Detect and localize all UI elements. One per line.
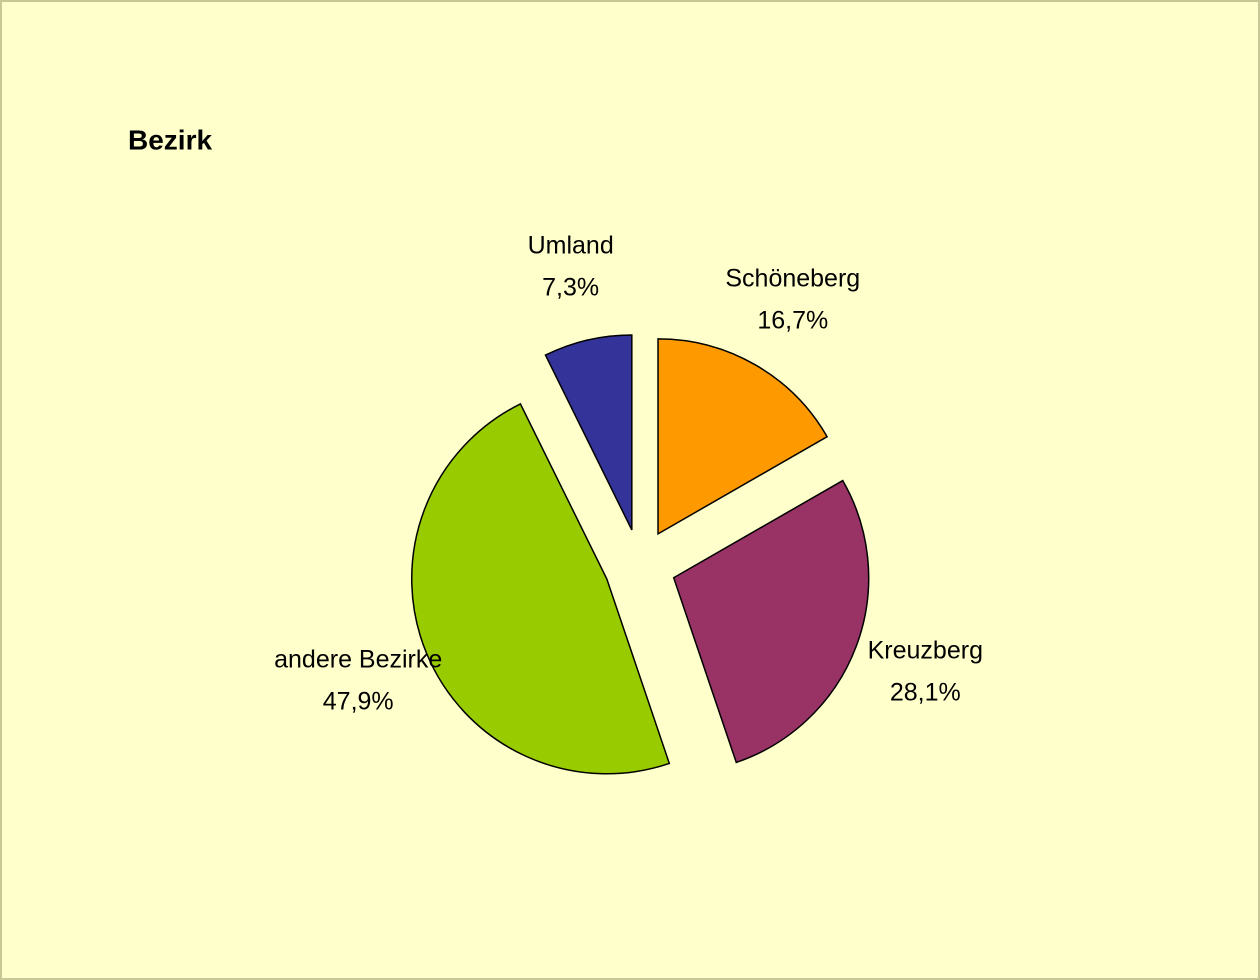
slice-name: Kreuzberg [868, 636, 983, 664]
pie-slice [657, 338, 829, 536]
slice-name: Umland [528, 232, 614, 260]
slice-value-label: 47,9% [323, 687, 394, 715]
chart-title: Bezirk [128, 124, 212, 155]
slice-value-label: 28,1% [890, 678, 961, 706]
pie-slice [544, 334, 633, 531]
slice-name: andere Bezirke [274, 645, 442, 673]
pie-slice [672, 479, 870, 764]
slice-name: Schöneberg [725, 265, 860, 293]
pie-slice [410, 402, 671, 775]
slice-value-label: 16,7% [757, 307, 828, 335]
slice-value-label: 7,3% [542, 274, 599, 302]
